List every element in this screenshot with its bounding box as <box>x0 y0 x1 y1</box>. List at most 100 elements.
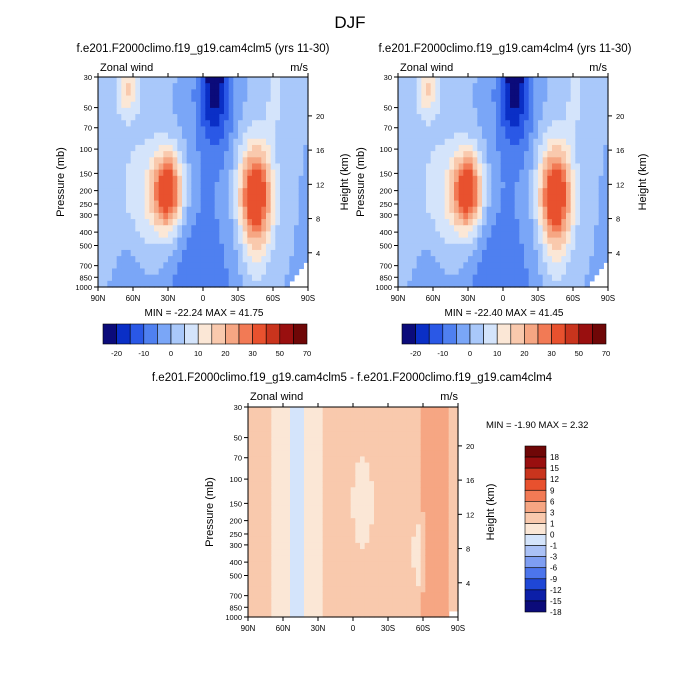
contour-cell <box>402 413 408 420</box>
contour-cell <box>144 206 150 214</box>
contour-cell <box>149 243 155 251</box>
colorbar-box <box>524 445 547 458</box>
contour-cell <box>402 598 408 606</box>
contour-cell <box>154 194 160 202</box>
contour-cell <box>322 518 328 525</box>
contour-cell <box>172 120 178 128</box>
contour-cell <box>440 138 446 146</box>
contour-cell <box>158 77 164 84</box>
contour-cell <box>439 487 445 495</box>
contour-cell <box>514 107 520 115</box>
contour-cell <box>327 586 333 593</box>
contour-cell <box>280 592 286 600</box>
contour-cell <box>121 114 127 121</box>
contour-cell <box>421 194 427 202</box>
contour-cell <box>238 144 244 152</box>
contour-cell <box>407 120 413 128</box>
contour-cell <box>444 262 450 270</box>
contour-cell <box>261 182 267 189</box>
contour-cell <box>182 101 188 109</box>
contour-cell <box>191 200 197 208</box>
contour-cell <box>388 487 394 495</box>
contour-cell <box>276 555 282 563</box>
contour-cell <box>177 206 183 214</box>
contour-cell <box>154 237 160 245</box>
contour-cell <box>398 95 404 103</box>
contour-cell <box>280 561 286 569</box>
contour-cell <box>280 437 286 445</box>
contour-cell <box>426 262 432 270</box>
contour-cell <box>327 604 333 612</box>
x-tick-label: 0 <box>201 294 206 303</box>
contour-cell <box>397 468 403 476</box>
contour-cell <box>412 163 418 171</box>
contour-cell <box>407 225 413 233</box>
contour-cell <box>598 138 604 146</box>
contour-cell <box>566 151 572 158</box>
contour-cell <box>350 456 356 464</box>
contour-cell <box>304 586 310 593</box>
contour-cell <box>584 89 590 97</box>
contour-cell <box>402 549 408 556</box>
contour-cell <box>355 499 361 507</box>
contour-cell <box>598 157 604 165</box>
contour-cell <box>341 499 347 507</box>
contour-cell <box>524 83 530 90</box>
contour-cell <box>505 107 511 115</box>
contour-cell <box>468 274 474 282</box>
contour-cell <box>290 536 296 544</box>
contour-cell <box>425 610 431 618</box>
contour-cell <box>341 437 347 445</box>
contour-cell <box>303 126 309 134</box>
contour-cell <box>406 518 412 525</box>
contour-cell <box>416 536 422 544</box>
contour-cell <box>412 200 418 208</box>
contour-cell <box>266 592 272 600</box>
min-max-text: MIN = -1.90 MAX = 2.32 <box>486 420 588 431</box>
contour-cell <box>435 144 441 152</box>
contour-cell <box>449 126 455 134</box>
contour-cell <box>261 95 267 103</box>
contour-cell <box>369 598 375 606</box>
contour-cell <box>426 77 432 84</box>
contour-cell <box>510 132 516 140</box>
contour-cell <box>112 200 118 208</box>
contour-cell <box>304 444 310 451</box>
contour-cell <box>360 419 366 427</box>
contour-cell <box>294 151 300 158</box>
figure-title: DJF <box>334 13 365 32</box>
contour-cell <box>528 126 534 134</box>
contour-cell <box>285 505 291 513</box>
contour-cell <box>420 499 426 507</box>
contour-cell <box>214 169 220 177</box>
contour-cell <box>453 499 459 507</box>
contour-cell <box>430 188 436 195</box>
contour-cell <box>575 219 581 226</box>
contour-cell <box>412 120 418 128</box>
contour-cell <box>294 77 300 84</box>
contour-cell <box>304 407 310 414</box>
contour-cell <box>252 151 258 158</box>
contour-cell <box>392 499 398 507</box>
contour-cell <box>177 225 183 233</box>
contour-cell <box>412 212 418 220</box>
contour-cell <box>126 249 132 257</box>
contour-cell <box>552 95 558 103</box>
contour-cell <box>238 188 244 195</box>
contour-cell <box>584 225 590 233</box>
contour-cell <box>570 249 576 257</box>
contour-cell <box>440 231 446 239</box>
contour-cell <box>430 274 436 282</box>
contour-cell <box>412 225 418 233</box>
contour-cell <box>364 468 370 476</box>
contour-cell <box>276 499 282 507</box>
contour-cell <box>332 456 338 464</box>
contour-cell <box>561 114 567 121</box>
contour-cell <box>416 444 422 451</box>
contour-cell <box>407 157 413 165</box>
contour-cell <box>266 231 272 239</box>
contour-cell <box>556 231 562 239</box>
contour-cell <box>538 274 544 282</box>
contour-cell <box>275 138 281 146</box>
contour-cell <box>102 114 108 121</box>
